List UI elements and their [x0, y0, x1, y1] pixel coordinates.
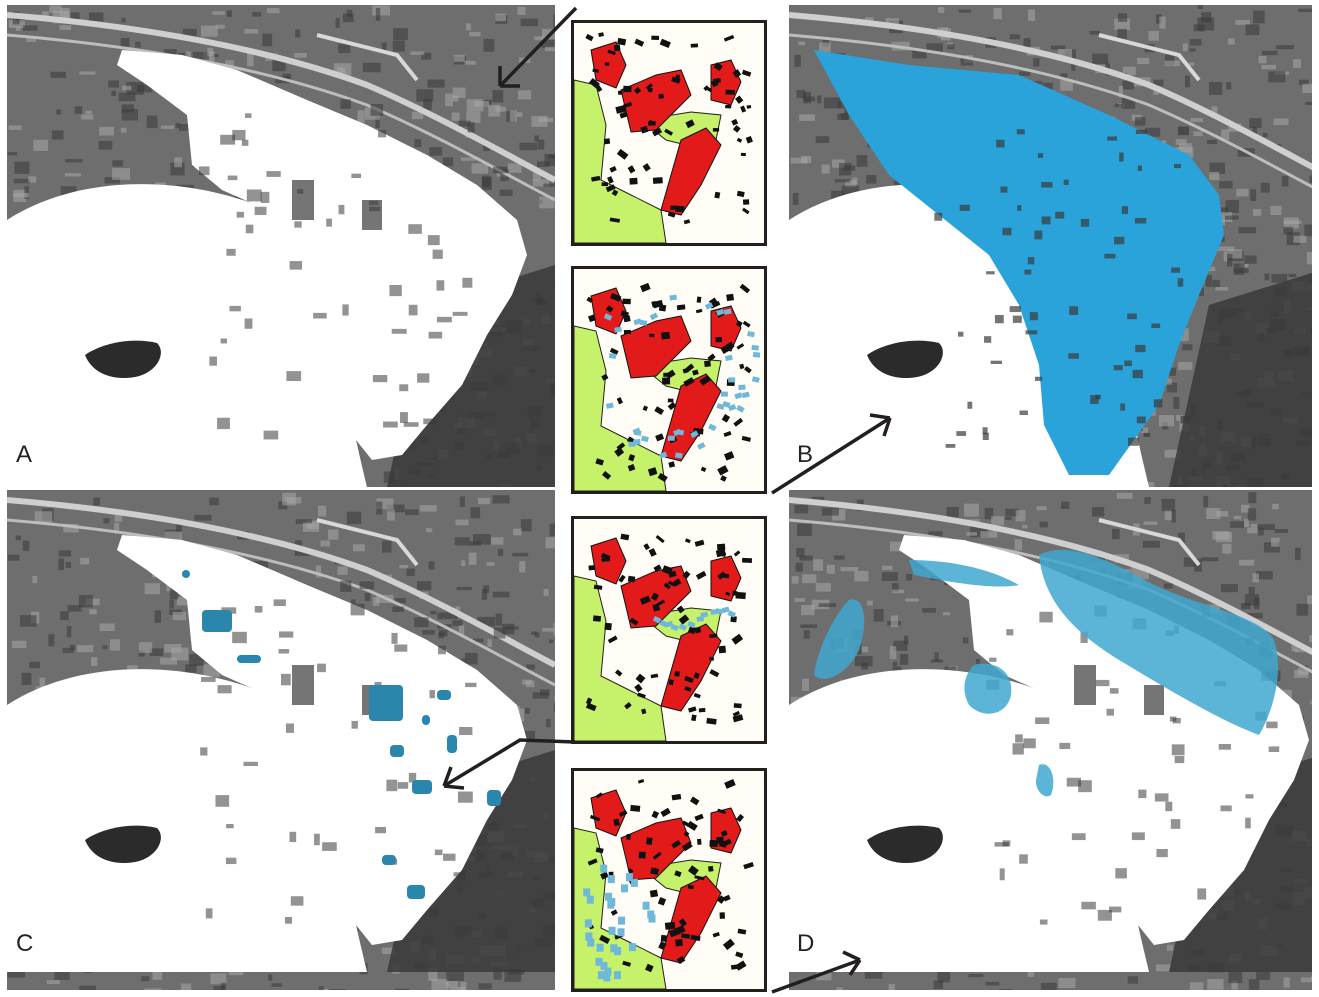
schematic-inset-1 [571, 20, 767, 246]
schematic-inset-2 [571, 266, 767, 494]
panel-label-b: B [797, 441, 813, 469]
panel-label-c: C [16, 930, 33, 958]
map-d [789, 490, 1312, 990]
map-panel-a: A [7, 5, 555, 487]
schematic-inset-3 [571, 516, 767, 744]
map-c [7, 490, 555, 990]
panel-label-a: A [16, 441, 32, 469]
panel-label-d: D [797, 930, 814, 958]
map-a [7, 5, 555, 487]
map-panel-b: B [789, 5, 1312, 487]
map-panel-c: C [7, 490, 555, 990]
map-b [789, 5, 1312, 487]
map-panel-d: D [789, 490, 1312, 990]
schematic-inset-4 [571, 768, 767, 992]
